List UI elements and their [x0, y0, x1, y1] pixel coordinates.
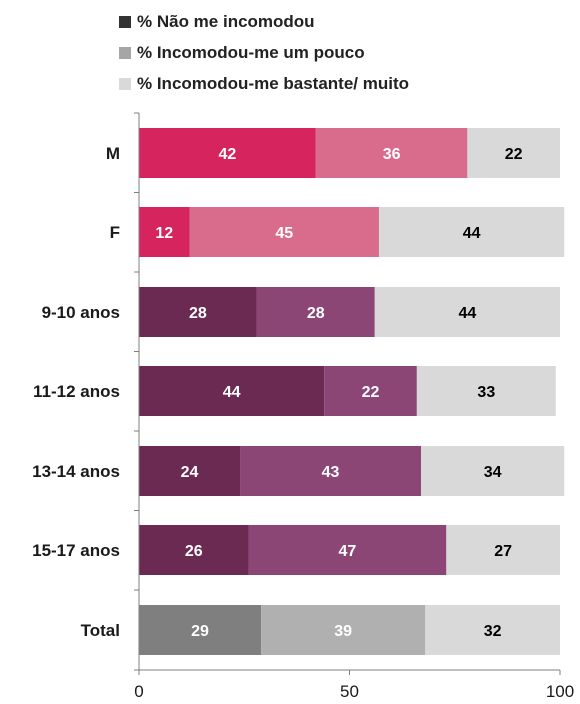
legend-label: % Incomodou-me um pouco	[137, 42, 365, 62]
bar-segment	[139, 287, 257, 337]
category-label: 15-17 anos	[32, 541, 120, 560]
bar-segment	[248, 525, 447, 575]
legend-swatch	[119, 77, 131, 90]
x-tick-label: 50	[340, 682, 359, 701]
bar-segment	[416, 366, 556, 416]
category-label: F	[110, 223, 120, 242]
data-label: 22	[505, 146, 523, 163]
legend-item: % Incomodou-me bastante/ muito	[119, 68, 409, 99]
data-label: 32	[484, 623, 502, 640]
data-label: 39	[334, 623, 352, 640]
x-tick-label: 0	[134, 682, 143, 701]
data-label: 44	[223, 384, 241, 401]
bar-segment	[139, 207, 190, 257]
data-label: 12	[155, 225, 173, 242]
data-label: 24	[181, 464, 199, 481]
bar-segment	[261, 605, 426, 655]
bar-segment	[256, 287, 375, 337]
bar-segment	[378, 207, 565, 257]
data-label: 43	[322, 464, 340, 481]
data-label: 42	[219, 146, 237, 163]
bar-segment	[324, 366, 417, 416]
legend-swatch	[119, 15, 131, 28]
bar-segment	[315, 128, 468, 178]
legend-label: % Incomodou-me bastante/ muito	[137, 73, 410, 93]
bar-segment	[467, 128, 560, 178]
data-label: 28	[189, 305, 207, 322]
bar-segment	[139, 366, 325, 416]
data-label: 33	[477, 384, 495, 401]
bar-segment	[189, 207, 379, 257]
category-label: 13-14 anos	[32, 462, 120, 481]
legend-item: % Incomodou-me um pouco	[119, 37, 409, 68]
bar-segment	[446, 525, 560, 575]
data-label: 28	[307, 305, 325, 322]
data-label: 36	[383, 146, 401, 163]
category-label: 9-10 anos	[42, 303, 120, 322]
x-tick-label: 100	[546, 682, 574, 701]
data-label: 22	[362, 384, 380, 401]
data-label: 44	[463, 225, 481, 242]
bar-segment	[421, 446, 565, 496]
legend: % Não me incomodou % Incomodou-me um pouc…	[119, 6, 409, 99]
legend-item: % Não me incomodou	[119, 6, 409, 37]
legend-label: % Não me incomodou	[137, 11, 315, 31]
data-label: 34	[484, 464, 502, 481]
category-label: Total	[81, 621, 120, 640]
bar-segment	[240, 446, 422, 496]
bar-segment	[139, 605, 262, 655]
bar-segment	[425, 605, 560, 655]
category-label: M	[106, 144, 120, 163]
bar-segment	[139, 128, 316, 178]
bar-segment	[374, 287, 560, 337]
legend-swatch	[119, 46, 131, 59]
data-label: 26	[185, 543, 203, 560]
bar-segment	[139, 525, 249, 575]
category-label: 11-12 anos	[33, 382, 120, 401]
data-label: 44	[458, 305, 476, 322]
data-label: 29	[191, 623, 209, 640]
data-label: 27	[494, 543, 512, 560]
data-label: 45	[275, 225, 293, 242]
bar-segment	[139, 446, 241, 496]
data-label: 47	[338, 543, 356, 560]
